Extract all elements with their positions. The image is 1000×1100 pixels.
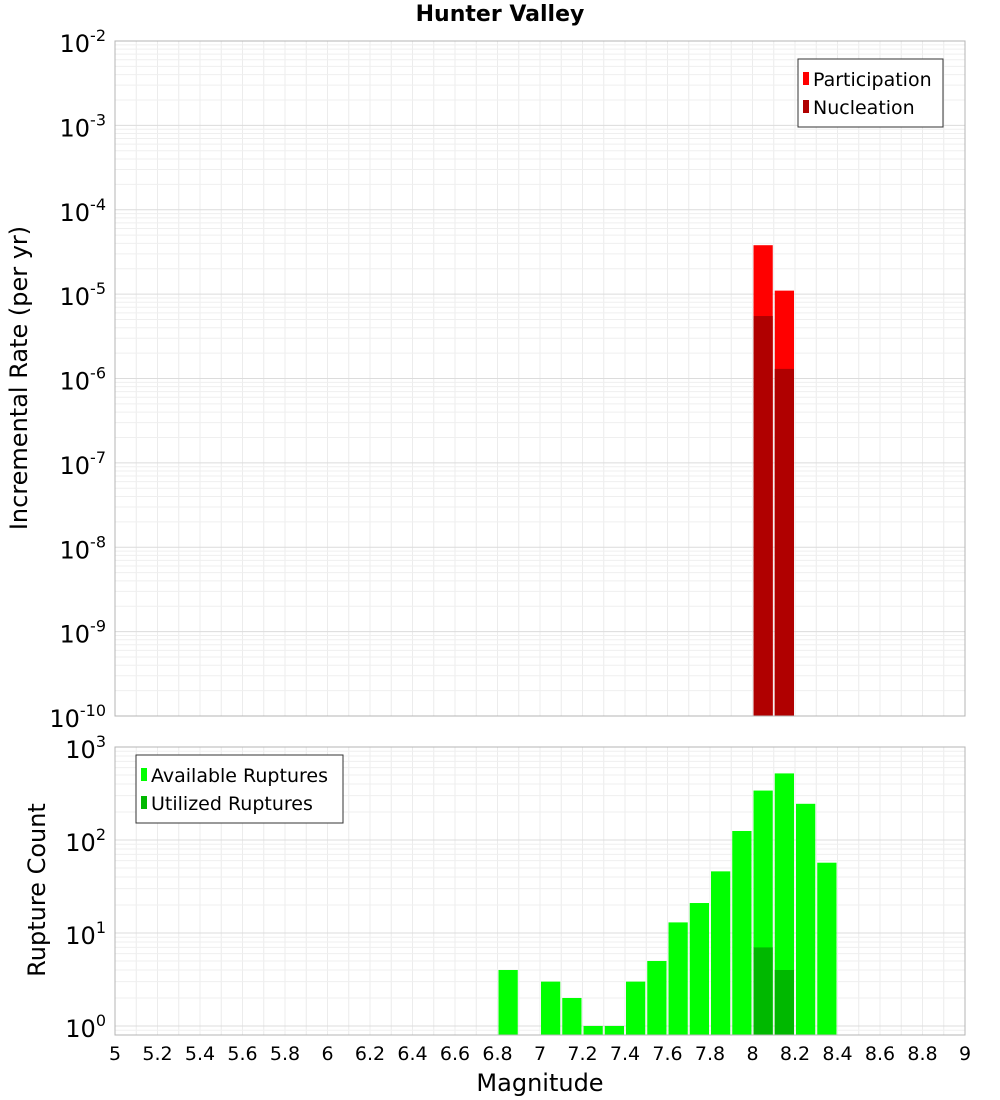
top-y-axis-label: Incremental Rate (per yr) [5, 226, 33, 530]
x-tick-label: 5 [109, 1043, 121, 1065]
x-tick-label: 7.8 [695, 1043, 725, 1065]
bottom-y-tick-label: 100 [65, 1011, 106, 1043]
x-tick-label: 7 [534, 1043, 546, 1065]
x-tick-label: 8 [746, 1043, 758, 1065]
bottom-y-tick-label: 101 [65, 918, 106, 950]
bottom-bar-primary [626, 981, 646, 1035]
bottom-bar-primary [498, 969, 518, 1035]
bottom-legend-swatch [141, 768, 147, 781]
top-y-tick-label: 10-6 [60, 364, 107, 396]
bottom-y-axis-label: Rupture Count [23, 803, 51, 977]
top-y-tick-label: 10-2 [60, 26, 107, 58]
bottom-plot-bars [498, 773, 837, 1035]
x-tick-label: 7.2 [567, 1043, 597, 1065]
top-legend-box [797, 58, 944, 128]
bottom-bar-primary [668, 922, 688, 1035]
top-legend-label: Nucleation [813, 97, 915, 119]
x-tick-label: 7.6 [652, 1043, 682, 1065]
bottom-bar-primary [604, 1025, 624, 1035]
x-tick-label: 6.4 [397, 1043, 427, 1065]
y-tick-labels: 10-10 10-9 10-8 10-7 10-6 10-5 10-4 10-3 10-2 100… [49, 26, 106, 1043]
top-legend-swatch [803, 72, 809, 85]
x-tick-label: 8.2 [780, 1043, 810, 1065]
x-tick-label: 8.4 [822, 1043, 852, 1065]
bottom-legend-box [135, 754, 344, 824]
bottom-y-tick-label: 102 [65, 825, 106, 857]
x-tick-labels: 5 5.2 5.4 5.6 5.8 6 6.2 6.4 6.6 6.8 7 7.2 7.4 7.6 7.8 8… [109, 1043, 971, 1065]
top-y-tick-label: 10-9 [60, 617, 107, 649]
bottom-legend-swatch [141, 796, 147, 809]
bottom-bar-primary [583, 1025, 603, 1035]
top-y-tick-label: 10-10 [49, 701, 106, 733]
bottom-bar-primary [817, 862, 837, 1035]
bottom-y-tick-label: 103 [65, 732, 106, 764]
legends: Participation Nucleation Available Rupture… [135, 58, 944, 824]
chart-title: Hunter Valley [415, 2, 585, 27]
bottom-bar-primary [647, 960, 667, 1035]
bottom-bar-secondary [753, 947, 773, 1035]
plot-frames [114, 40, 966, 1036]
bottom-bar-primary [711, 871, 731, 1035]
top-plot-frame [114, 40, 966, 717]
top-y-tick-label: 10-7 [60, 448, 107, 480]
x-tick-label: 5.8 [270, 1043, 300, 1065]
x-tick-label: 5.4 [185, 1043, 215, 1065]
bottom-bar-primary [562, 997, 582, 1035]
bottom-bar-primary [732, 830, 752, 1035]
bottom-bar-primary [541, 981, 561, 1035]
x-axis-label: Magnitude [476, 1069, 603, 1097]
x-tick-label: 6 [321, 1043, 333, 1065]
top-plot-grid [114, 40, 966, 717]
x-tick-label: 5.2 [142, 1043, 172, 1065]
top-y-tick-label: 10-8 [60, 532, 107, 564]
bottom-bar-secondary [774, 969, 794, 1035]
x-tick-label: 9 [959, 1043, 971, 1065]
bottom-bar-primary [796, 803, 816, 1035]
x-tick-label: 7.4 [610, 1043, 640, 1065]
top-legend-swatch [803, 100, 809, 113]
bottom-legend-label: Utilized Ruptures [151, 793, 313, 815]
top-bar-secondary [774, 368, 794, 716]
x-tick-label: 6.8 [482, 1043, 512, 1065]
x-tick-label: 5.6 [227, 1043, 257, 1065]
top-legend-label: Participation [813, 69, 932, 91]
top-plot-bars [753, 245, 794, 717]
top-y-tick-label: 10-4 [60, 195, 107, 227]
bottom-plot-frame [114, 746, 966, 1036]
x-tick-label: 6.2 [355, 1043, 385, 1065]
bottom-bar-primary [774, 773, 794, 1035]
top-y-tick-label: 10-3 [60, 110, 107, 142]
bottom-bar-primary [689, 903, 709, 1035]
x-tick-label: 8.8 [907, 1043, 937, 1065]
bottom-legend-label: Available Ruptures [151, 765, 328, 787]
top-bar-secondary [753, 316, 773, 716]
x-tick-label: 6.6 [440, 1043, 470, 1065]
x-tick-label: 8.6 [865, 1043, 895, 1065]
top-y-tick-label: 10-5 [60, 279, 107, 311]
